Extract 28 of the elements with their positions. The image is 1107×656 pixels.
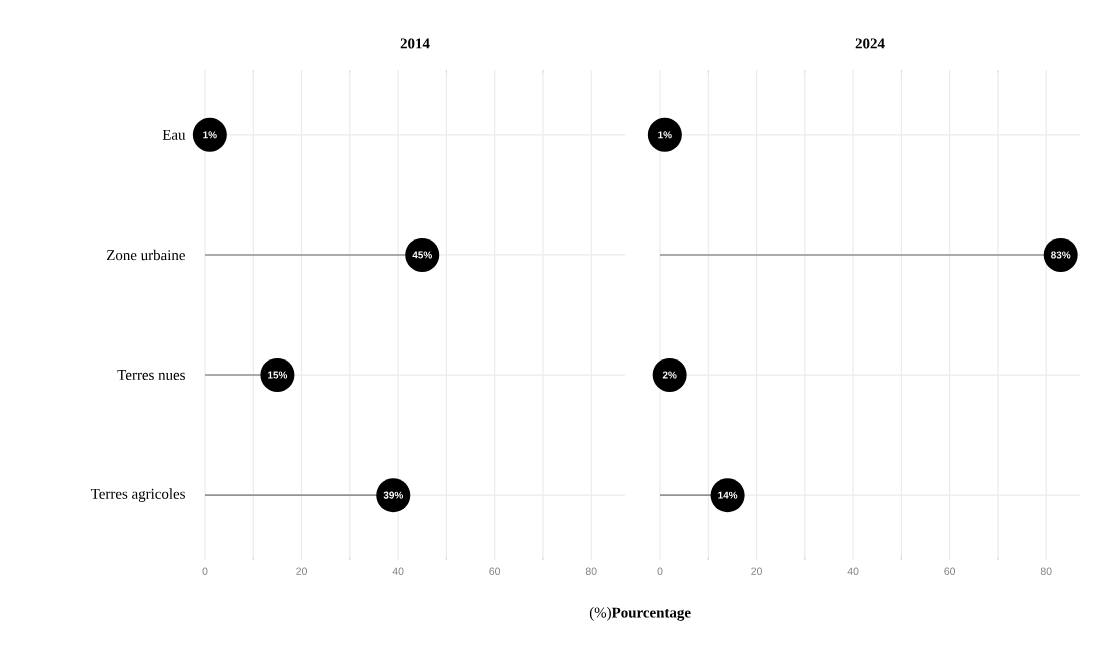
data-label: 2% xyxy=(662,371,677,379)
x-tick-label: 0 xyxy=(657,567,663,575)
y-tick-label: Eau xyxy=(162,129,186,140)
x-tick-label: 40 xyxy=(847,567,859,575)
data-label: 83% xyxy=(1051,251,1071,259)
x-tick-label: 60 xyxy=(944,567,956,575)
data-label: 14% xyxy=(718,491,738,499)
x-tick-label: 40 xyxy=(392,567,404,575)
x-axis-title: (%)Pourcentage xyxy=(589,607,691,621)
x-tick-label: 0 xyxy=(202,567,208,575)
y-tick-label: Terres nues xyxy=(117,370,185,381)
point xyxy=(647,117,682,152)
y-tick-label: Zone urbaine xyxy=(106,249,185,261)
y-tick-label: Terres agricoles xyxy=(90,488,185,502)
data-label: 45% xyxy=(412,251,432,259)
point xyxy=(192,117,227,152)
x-tick-label: 80 xyxy=(585,567,597,575)
data-label: 39% xyxy=(383,491,403,499)
data-label: 1% xyxy=(203,131,217,139)
chart-title: 2014 xyxy=(400,38,430,49)
chart-title: 2024 xyxy=(855,38,885,49)
data-label: 15% xyxy=(268,371,288,379)
point xyxy=(652,358,687,393)
x-tick-label: 60 xyxy=(489,567,501,575)
data-label: 1% xyxy=(658,131,672,139)
x-tick-label: 80 xyxy=(1040,567,1052,575)
x-tick-label: 20 xyxy=(751,567,762,575)
x-tick-label: 20 xyxy=(296,567,307,575)
